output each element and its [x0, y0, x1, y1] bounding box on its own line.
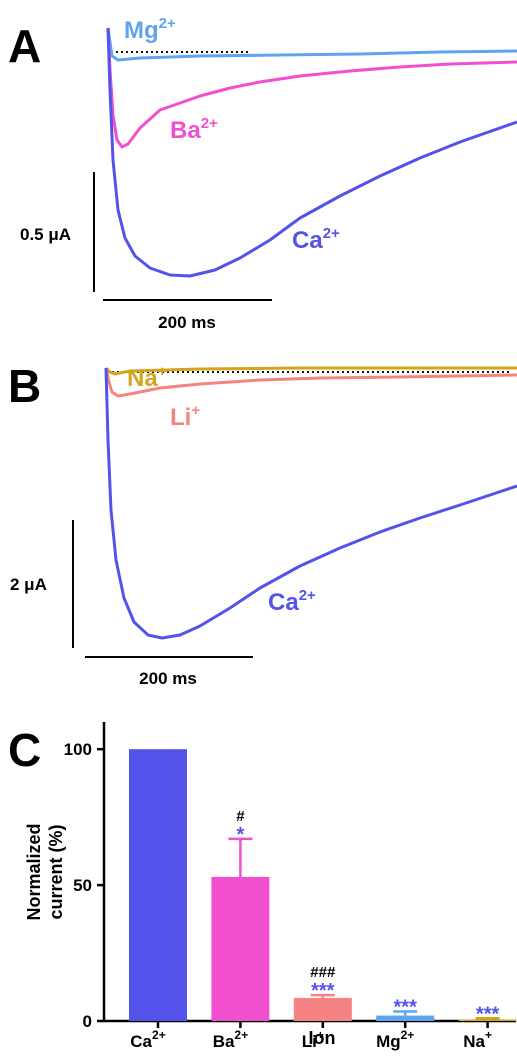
- panel-c-sig-star-ba: *: [237, 824, 245, 846]
- panel-a-trace-ba: [106, 27, 517, 149]
- panel-a-label-ba-sup: 2+: [201, 115, 218, 132]
- panel-c-ylabel: Normalized current (%): [24, 823, 66, 920]
- panel-c-x-tick-labels: Ca2+ Ba2+ Li+ Mg2+ Na+: [130, 1021, 492, 1051]
- panel-a-letter: A: [8, 20, 41, 72]
- panel-c-sig-hash-ba: #: [236, 808, 245, 825]
- panel-b-label-li-sup: +: [191, 402, 200, 419]
- panel-a-label-mg-text: Mg2+: [124, 15, 176, 44]
- panel-a-x-scalebar-label: 200 ms: [158, 313, 216, 332]
- panel-c-bar-li: [293, 997, 352, 1021]
- panel-a-label-ca: Ca2+: [292, 225, 340, 254]
- panel-b-label-na-sup: +: [158, 363, 167, 380]
- panel-b-x-scalebar-label: 200 ms: [139, 669, 197, 688]
- panel-c-significance: *#***###*** ***: [236, 808, 499, 1025]
- panel-b-trace-ca: [104, 367, 517, 640]
- panel-c-letter: C: [8, 724, 41, 776]
- panel-c-x-tick-label-ca: Ca2+: [130, 1028, 165, 1051]
- panel-a-label-ca-name: Ca: [292, 227, 323, 254]
- panel-b-y-scalebar-label: 2 μA: [10, 575, 47, 594]
- panel-c-x-tick-label-mg: Mg2+: [376, 1028, 414, 1051]
- panel-b-label-li-name: Li: [170, 404, 191, 431]
- panel-b: B Na+ Li+ Ca2+ 2 μA 200 ms: [8, 360, 517, 688]
- panel-c-x-tick-label-na: Na+: [463, 1028, 492, 1051]
- panel-b-letter: B: [8, 360, 41, 412]
- panel-b-trace-na: [104, 366, 517, 376]
- panel-c-sig-star-mg: ***: [394, 996, 418, 1018]
- panel-c-y-ticks: 0 50 100: [64, 740, 104, 1031]
- panel-b-trace-li: [104, 367, 517, 398]
- panel-a-y-scalebar-label: 0.5 μA: [20, 225, 71, 244]
- panel-c-sig-hash-li: ###: [310, 964, 336, 981]
- panel-a: A Mg2+ Ba2+ Ca2+ 0.5 μA 200 ms: [8, 15, 517, 332]
- panel-c-y-tick-label: 50: [73, 876, 92, 895]
- panel-c-sig-star-na: ***: [476, 1003, 500, 1025]
- panel-c-ylabel-line2: current (%): [46, 824, 66, 919]
- panel-b-label-li: Li+: [170, 402, 200, 431]
- panel-b-label-ca-sup: 2+: [299, 587, 316, 604]
- panel-a-label-mg-sup: 2+: [159, 15, 176, 32]
- panel-a-trace-ca: [106, 27, 517, 278]
- panel-b-label-na: Na+: [127, 363, 167, 392]
- panel-a-label-ba-name: Ba: [170, 117, 201, 144]
- panel-a-label-ca-sup: 2+: [323, 225, 340, 242]
- panel-a-trace-mg: [106, 27, 517, 62]
- panel-a-label-ba: Ba2+: [170, 115, 218, 144]
- panel-c: C Normalized current (%) 0 50 100 Ca2+ Ba2+…: [8, 722, 517, 1051]
- panel-a-label-mg-name: Mg: [124, 17, 159, 44]
- panel-c-x-tick-label-li: Li+: [302, 1028, 324, 1051]
- panel-c-ylabel-line1: Normalized: [24, 823, 44, 920]
- panel-c-bar-ba: [211, 876, 270, 1021]
- panel-b-label-li-text: Li+: [170, 402, 200, 431]
- panel-c-bars: [129, 749, 517, 1021]
- panel-b-label-na-text: Na+: [127, 363, 167, 392]
- panel-c-bar-na: [458, 1019, 517, 1021]
- panel-c-x-tick-label-ba: Ba2+: [213, 1028, 248, 1051]
- panel-b-label-na-name: Na: [127, 365, 158, 392]
- panel-c-sig-star-li: ***: [311, 980, 335, 1002]
- panel-c-bar-ca: [129, 749, 187, 1021]
- panel-a-label-ca-text: Ca2+: [292, 225, 340, 254]
- panel-c-xlabel: Ion: [309, 1028, 336, 1048]
- panel-c-y-tick-label: 100: [64, 740, 92, 759]
- panel-a-label-mg: Mg2+: [124, 15, 176, 44]
- panel-c-bar-mg: [376, 1015, 435, 1021]
- panel-b-label-ca-text: Ca2+: [268, 587, 316, 616]
- panel-c-y-tick-label: 0: [83, 1012, 92, 1031]
- panel-b-label-ca: Ca2+: [268, 587, 316, 616]
- panel-b-label-ca-name: Ca: [268, 589, 299, 616]
- panel-c-error-bars: [228, 837, 500, 1020]
- panel-a-label-ba-text: Ba2+: [170, 115, 218, 144]
